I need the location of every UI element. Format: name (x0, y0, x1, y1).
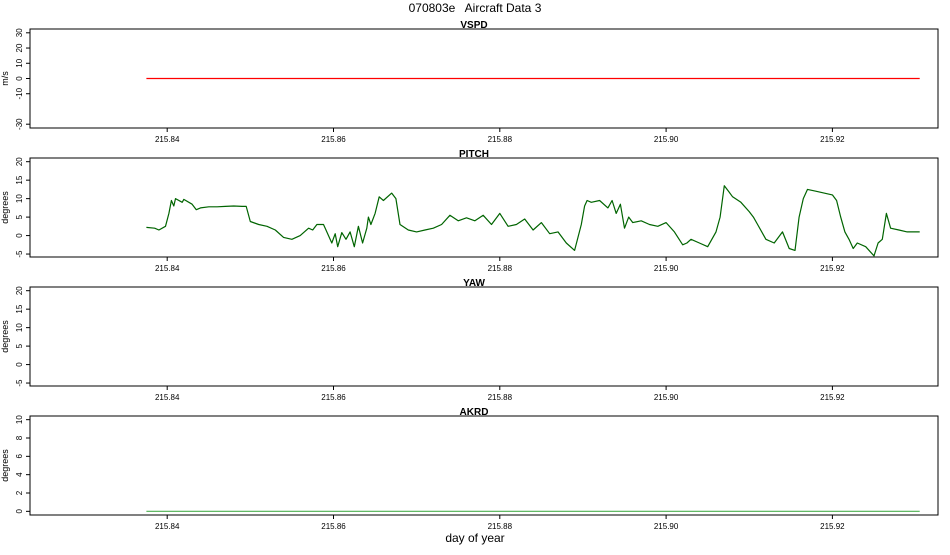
y-tick-label: 15 (15, 175, 24, 184)
y-tick-label: 20 (15, 43, 24, 52)
y-axis-label: degrees (0, 320, 10, 353)
panel-pitch: PITCH degrees -5 0 5 10 15 20 215.84 215.86 215.88… (0, 149, 939, 273)
x-tick-label: 215.88 (488, 393, 513, 402)
y-tick-label: 20 (15, 286, 24, 295)
plot-frame (29, 286, 939, 387)
figure-name: Aircraft Data 3 (464, 1, 542, 15)
plot-frame (29, 157, 939, 258)
y-axis-label: degrees (0, 191, 10, 224)
y-tick-label: -5 (15, 250, 24, 258)
flight-id: 070803e (408, 1, 456, 15)
figure-title: 070803e Aircraft Data 3 (0, 0, 950, 16)
x-tick-label: 215.84 (155, 393, 180, 402)
y-tick-label: 0 (15, 509, 24, 514)
x-tick-label: 215.86 (321, 393, 346, 402)
panel-akrd: AKRD degrees 0 2 4 6 8 10 215.84 215.86 215.88 215.… (0, 407, 939, 531)
y-tick-label: 0 (15, 76, 24, 81)
x-tick-label: 215.92 (820, 135, 845, 144)
x-tick-label: 215.84 (155, 522, 180, 531)
panel-title: VSPD (460, 20, 487, 31)
panel-title: YAW (463, 278, 485, 289)
y-tick-label: 20 (15, 157, 24, 166)
x-tick-label: 215.84 (155, 135, 180, 144)
y-tick-label: 0 (15, 362, 24, 367)
x-tick-label: 215.90 (654, 135, 679, 144)
x-tick-label: 215.90 (654, 264, 679, 273)
y-tick-label: 15 (15, 304, 24, 313)
x-tick-label: 215.92 (820, 393, 845, 402)
y-tick-label: 30 (15, 28, 24, 37)
y-tick-label: 0 (15, 233, 24, 238)
y-tick-label: 10 (15, 323, 24, 332)
x-tick-label: 215.92 (820, 264, 845, 273)
y-tick-label: 8 (15, 435, 24, 440)
x-axis-label: day of year (445, 531, 505, 545)
y-tick-label: 5 (15, 214, 24, 219)
panel-yaw: YAW degrees -5 0 5 10 15 20 215.84 215.86 215.88 21… (0, 278, 939, 402)
panel-vspd: VSPD m/s -30 -10 0 10 20 30 215.84 215.86 215.88 21… (0, 20, 939, 144)
y-axis-label: degrees (0, 449, 10, 482)
y-tick-label: 2 (15, 490, 24, 495)
x-tick-label: 215.88 (488, 522, 513, 531)
y-tick-label: 10 (15, 415, 24, 424)
panel-title: AKRD (460, 407, 489, 418)
y-tick-label: -5 (15, 379, 24, 387)
x-tick-label: 215.88 (488, 264, 513, 273)
series-line-pitch (146, 185, 920, 257)
y-tick-label: -10 (15, 87, 24, 99)
x-tick-label: 215.92 (820, 522, 845, 531)
x-tick-label: 215.90 (654, 393, 679, 402)
y-tick-label: 10 (15, 194, 24, 203)
y-axis-label: m/s (0, 71, 10, 86)
y-tick-label: 6 (15, 454, 24, 459)
x-tick-label: 215.90 (654, 522, 679, 531)
y-tick-label: 10 (15, 58, 24, 67)
x-tick-label: 215.88 (488, 135, 513, 144)
x-tick-label: 215.86 (321, 264, 346, 273)
x-tick-label: 215.86 (321, 522, 346, 531)
panel-title: PITCH (459, 149, 489, 160)
plot-frame (29, 415, 939, 516)
y-tick-label: -30 (15, 118, 24, 130)
y-tick-label: 4 (15, 472, 24, 477)
y-tick-label: 5 (15, 343, 24, 348)
x-tick-label: 215.86 (321, 135, 346, 144)
x-tick-label: 215.84 (155, 264, 180, 273)
